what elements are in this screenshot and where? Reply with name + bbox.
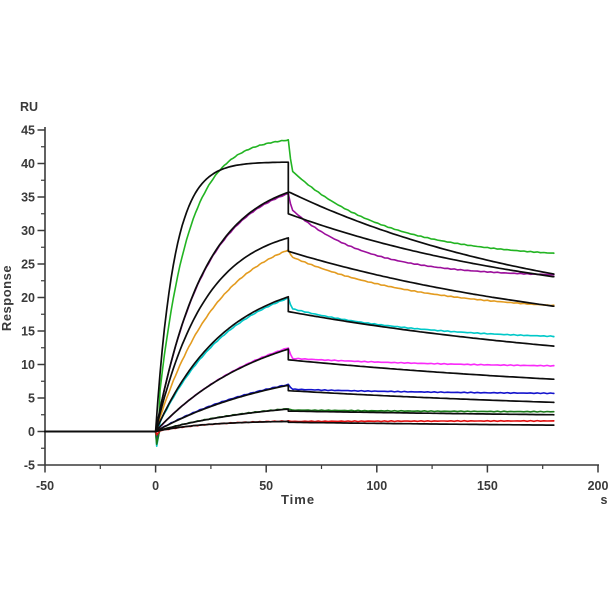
y-tick-label: 40 [21,157,35,171]
x-axis-title: Time [281,492,315,507]
curve-blue-fit [44,384,555,433]
x-tick-label: 0 [152,479,159,493]
curve-orange-fit [44,237,555,433]
x-axis-unit-label: s [601,493,608,507]
curve-green-data [44,139,555,444]
y-axis-unit-label: RU [20,100,38,114]
y-tick-label: 15 [21,325,35,339]
curve-orange-data [44,249,555,439]
y-axis-title: Response [0,265,14,331]
curve-purple-fit [44,191,555,433]
x-tick-label: 150 [477,479,498,493]
y-tick-label: 30 [21,224,35,238]
curves-group [44,139,555,447]
y-tick-label: 0 [28,425,35,439]
curve-green-fit [44,161,555,433]
curve-red-fit [44,420,555,433]
x-tick-label: 100 [366,479,387,493]
curve-magenta-fit [44,348,555,433]
y-tick-label: -5 [24,459,35,473]
y-tick-label: 25 [21,258,35,272]
y-tick-label: 35 [21,191,35,205]
curve-cyan-data [44,297,555,447]
curve-cyan-fit [44,295,555,433]
curve-purple-data [44,193,555,442]
y-tick-label: 5 [28,392,35,406]
x-tick-label: -50 [36,479,54,493]
y-tick-label: 45 [21,124,35,138]
curve-magenta-data [44,347,555,441]
y-tick-label: 10 [21,358,35,372]
y-tick-label: 20 [21,291,35,305]
x-tick-label: 50 [259,479,273,493]
curve-darkgreen-fit [44,408,555,433]
x-tick-label: 200 [588,479,609,493]
